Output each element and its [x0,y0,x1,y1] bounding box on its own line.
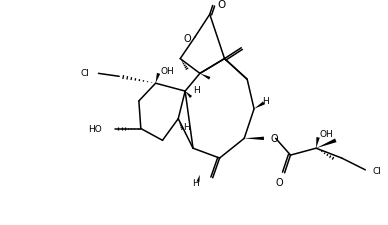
Text: H: H [183,122,190,131]
Text: HO: HO [88,124,101,133]
Text: H: H [192,178,199,187]
Text: O: O [271,134,279,144]
Text: Cl: Cl [81,69,90,78]
Text: O: O [217,0,226,10]
Polygon shape [244,137,264,140]
Polygon shape [200,74,210,80]
Text: OH: OH [319,129,333,138]
Polygon shape [316,137,320,148]
Text: Cl: Cl [372,166,381,176]
Polygon shape [254,102,265,109]
Text: O: O [183,34,191,44]
Text: H: H [193,85,200,94]
Text: OH: OH [161,67,174,76]
Polygon shape [156,74,160,84]
Text: O: O [276,177,284,187]
Polygon shape [196,175,200,182]
Polygon shape [316,139,336,148]
Text: H: H [262,97,269,106]
Polygon shape [185,92,192,99]
